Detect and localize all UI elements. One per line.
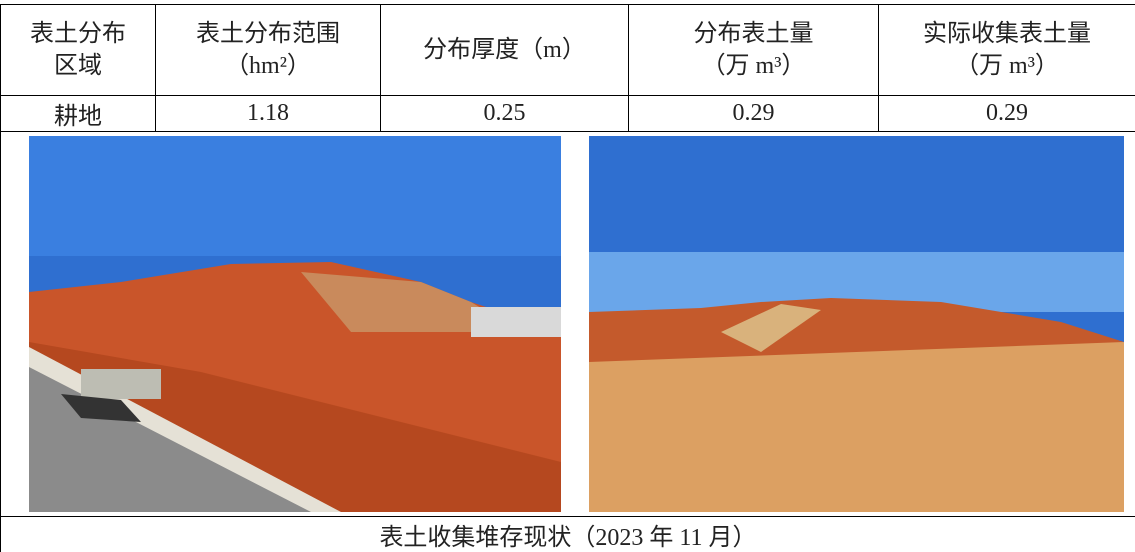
data-cell: 0.29: [629, 96, 879, 132]
header-cell: 实际收集表土量（万 m³）: [879, 5, 1135, 96]
header-text: 表土分布范围: [156, 18, 380, 50]
data-cell: 1.18: [156, 96, 381, 132]
header-text: 表土分布: [1, 18, 155, 50]
photo-cell: [1, 132, 1135, 517]
photo-row: [1, 132, 1135, 517]
data-cell: 耕地: [1, 96, 156, 132]
header-cell: 表土分布范围（hm²）: [156, 5, 381, 96]
photo-left: [29, 136, 561, 512]
data-cell: 0.25: [381, 96, 629, 132]
data-cell: 0.29: [879, 96, 1135, 132]
header-cell: 分布厚度（m）: [381, 5, 629, 96]
caption: 表土收集堆存现状（2023 年 11 月）: [1, 517, 1135, 552]
photo-right: [589, 136, 1124, 512]
photos: [1, 132, 1135, 516]
header-text: （万 m³）: [629, 50, 878, 82]
header-text: 分布厚度（m）: [381, 34, 628, 66]
header-text: 分布表土量: [629, 18, 878, 50]
header-row: 表土分布区域表土分布范围（hm²）分布厚度（m）分布表土量（万 m³）实际收集表…: [1, 5, 1135, 96]
header-cell: 表土分布区域: [1, 5, 156, 96]
topsoil-table: 表土分布区域表土分布范围（hm²）分布厚度（m）分布表土量（万 m³）实际收集表…: [0, 4, 1135, 552]
header-text: （万 m³）: [879, 50, 1135, 82]
header-text: 实际收集表土量: [879, 18, 1135, 50]
header-cell: 分布表土量（万 m³）: [629, 5, 879, 96]
header-text: （hm²）: [156, 50, 380, 82]
header-text: 区域: [1, 50, 155, 82]
